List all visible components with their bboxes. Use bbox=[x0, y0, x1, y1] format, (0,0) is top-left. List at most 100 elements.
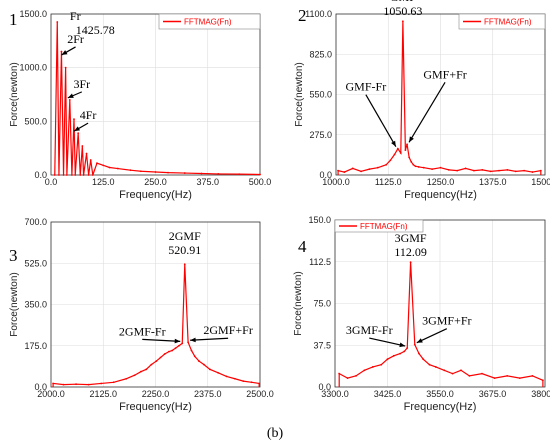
data-point bbox=[406, 347, 409, 349]
y-tick-label: 550.0 bbox=[309, 90, 332, 100]
data-point bbox=[81, 145, 84, 147]
data-point bbox=[346, 377, 349, 379]
annotation-arrow bbox=[369, 337, 406, 347]
x-axis-label: Frequency(Hz) bbox=[119, 401, 192, 413]
data-point bbox=[542, 379, 544, 382]
plot-frame bbox=[50, 221, 261, 388]
data-point bbox=[250, 381, 253, 384]
data-point bbox=[85, 152, 88, 155]
panel-number: 4 bbox=[298, 237, 307, 256]
data-point bbox=[443, 369, 446, 372]
data-point bbox=[418, 352, 420, 355]
data-point bbox=[531, 171, 534, 173]
data-point bbox=[399, 352, 401, 355]
annotation-label: GMF+Fr bbox=[423, 67, 466, 81]
series-line bbox=[54, 21, 261, 176]
data-point bbox=[460, 369, 462, 372]
plot-frame bbox=[335, 13, 546, 176]
y-tick-label: 1000.0 bbox=[19, 63, 47, 73]
data-point bbox=[451, 372, 454, 375]
data-point bbox=[96, 162, 98, 165]
annotation-label: 3GMF+Fr bbox=[422, 314, 471, 328]
data-point bbox=[343, 171, 346, 173]
data-point bbox=[87, 174, 90, 176]
data-point bbox=[62, 383, 65, 386]
data-point bbox=[75, 383, 77, 386]
y-tick-label: 500.0 bbox=[24, 116, 47, 126]
legend-label: FFTMAG(Fn) bbox=[484, 18, 532, 27]
annotation-arrowhead bbox=[409, 136, 414, 143]
data-point bbox=[506, 374, 509, 377]
y-tick-label: 275.0 bbox=[309, 130, 332, 140]
annotation-arrow bbox=[142, 338, 181, 342]
x-tick-label: 3425.0 bbox=[374, 389, 402, 399]
data-point bbox=[116, 167, 119, 170]
data-point bbox=[181, 342, 184, 345]
data-point bbox=[422, 358, 425, 361]
y-axis-label: Force(newton) bbox=[294, 62, 305, 126]
data-point bbox=[77, 132, 80, 135]
y-tick-label: 1100.0 bbox=[305, 9, 332, 19]
data-point bbox=[259, 173, 261, 176]
data-point bbox=[52, 382, 54, 385]
data-point bbox=[89, 159, 92, 161]
data-point bbox=[62, 174, 65, 176]
annotation-label: 3GMF-Fr bbox=[346, 323, 393, 337]
data-point bbox=[258, 382, 261, 385]
y-tick-label: 825.0 bbox=[309, 49, 332, 59]
data-point bbox=[79, 174, 82, 176]
data-point bbox=[82, 174, 85, 176]
data-point bbox=[514, 170, 517, 173]
x-tick-label: 250.0 bbox=[144, 177, 167, 187]
data-point bbox=[71, 174, 73, 176]
annotation-arrowhead bbox=[399, 342, 406, 348]
data-point bbox=[393, 153, 396, 156]
x-tick-label: 375.0 bbox=[196, 177, 219, 187]
data-point bbox=[481, 372, 483, 375]
data-point bbox=[439, 166, 442, 169]
data-point bbox=[171, 349, 174, 352]
data-point bbox=[183, 172, 186, 174]
data-point bbox=[155, 360, 158, 362]
x-tick-label: 3800.0 bbox=[531, 389, 550, 399]
data-point bbox=[489, 170, 492, 173]
legend-label: FFTMAG(Fn) bbox=[360, 222, 408, 231]
data-point bbox=[417, 166, 420, 168]
data-point bbox=[403, 350, 406, 353]
data-point bbox=[178, 344, 180, 347]
x-tick-label: 1375.0 bbox=[479, 177, 507, 187]
data-point bbox=[64, 66, 67, 69]
data-point bbox=[464, 167, 467, 170]
x-tick-label: 500.0 bbox=[249, 177, 272, 187]
annotation-label: 520.91 bbox=[168, 243, 201, 257]
data-point bbox=[100, 382, 103, 385]
x-tick-label: 3550.0 bbox=[426, 389, 454, 399]
x-tick-label: 2375.0 bbox=[194, 389, 222, 399]
data-point bbox=[238, 173, 241, 176]
x-tick-label: 3675.0 bbox=[479, 389, 507, 399]
annotation-arrowhead bbox=[67, 93, 74, 98]
series-line bbox=[52, 264, 260, 387]
panel-number: 3 bbox=[9, 246, 18, 265]
data-point bbox=[159, 356, 162, 359]
data-point bbox=[139, 170, 142, 173]
annotation-label: 1425.78 bbox=[76, 23, 115, 37]
data-point bbox=[73, 118, 75, 121]
data-point bbox=[198, 360, 200, 362]
data-point bbox=[87, 383, 90, 386]
data-point bbox=[401, 20, 404, 23]
data-point bbox=[139, 370, 142, 373]
series-line bbox=[337, 21, 542, 175]
data-point bbox=[242, 380, 245, 383]
data-point bbox=[481, 168, 484, 171]
data-point bbox=[167, 171, 169, 174]
data-point bbox=[102, 164, 105, 167]
legend-box bbox=[158, 13, 261, 30]
annotation-arrowhead bbox=[190, 337, 196, 343]
data-point bbox=[338, 372, 341, 375]
data-point bbox=[493, 377, 496, 379]
data-point bbox=[389, 159, 392, 162]
y-tick-label: 350.0 bbox=[24, 300, 47, 310]
data-point bbox=[351, 167, 354, 170]
